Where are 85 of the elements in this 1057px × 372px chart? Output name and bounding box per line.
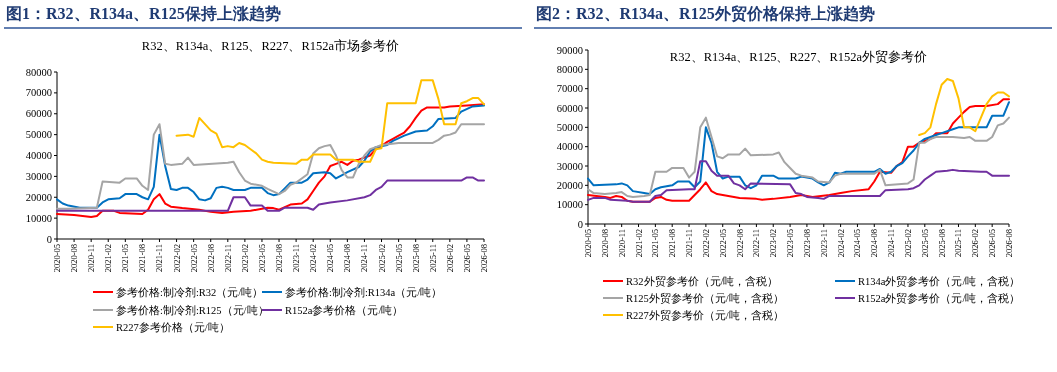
x-tick-label: 2024-11 bbox=[359, 244, 370, 273]
y-tick-label: 70000 bbox=[25, 87, 52, 99]
y-tick-label: 60000 bbox=[556, 102, 583, 114]
x-tick-label: 2023-08 bbox=[274, 244, 285, 273]
legend-label: R227外贸参考价（元/吨，含税） bbox=[626, 309, 784, 321]
x-tick-label: 2021-08 bbox=[667, 229, 678, 258]
x-tick-label: 2020-11 bbox=[616, 229, 627, 258]
x-tick-label: 2025-02 bbox=[902, 229, 913, 258]
x-tick-label: 2020-05 bbox=[52, 244, 62, 273]
y-tick-label: 50000 bbox=[556, 121, 583, 133]
x-tick-label: 2024-05 bbox=[852, 229, 863, 258]
x-tick-label: 2022-11 bbox=[751, 229, 762, 258]
x-tick-label: 2021-05 bbox=[650, 229, 661, 258]
y-tick-label: 40000 bbox=[25, 150, 52, 161]
x-tick-label: 2022-11 bbox=[222, 244, 233, 273]
y-tick-label: 50000 bbox=[25, 129, 52, 141]
chart-subtitle: R32、R134a、R125、R227、R152a外贸参考价 bbox=[669, 50, 928, 64]
x-tick-label: 2021-11 bbox=[154, 244, 165, 273]
legend-label: R152a参考价格（元/吨） bbox=[285, 304, 404, 316]
y-tick-label: 10000 bbox=[556, 199, 583, 211]
chart-title: 图1：R32、R134a、R125保持上涨趋势 bbox=[6, 5, 281, 22]
x-tick-label: 2023-05 bbox=[785, 229, 796, 258]
x-tick-label: 2023-02 bbox=[768, 229, 779, 258]
x-tick-label: 2026-02 bbox=[444, 244, 455, 273]
x-tick-label: 2020-08 bbox=[599, 229, 610, 258]
x-tick-label: 2024-08 bbox=[342, 244, 353, 273]
y-tick-label: 20000 bbox=[25, 191, 52, 203]
y-tick-label: 90000 bbox=[556, 44, 583, 56]
y-tick-label: 30000 bbox=[556, 160, 583, 172]
y-tick-label: 80000 bbox=[25, 66, 52, 78]
x-tick-label: 2021-05 bbox=[120, 244, 131, 273]
x-tick-label: 2024-02 bbox=[308, 244, 319, 273]
x-tick-label: 2024-08 bbox=[869, 229, 880, 258]
x-tick-label: 2022-02 bbox=[171, 244, 182, 273]
x-tick-label: 2020-05 bbox=[583, 229, 593, 258]
x-tick-label: 2024-02 bbox=[835, 229, 846, 258]
x-tick-label: 2026-08 bbox=[1004, 229, 1014, 258]
y-tick-label: 0 bbox=[46, 233, 52, 245]
x-tick-label: 2020-08 bbox=[69, 244, 80, 273]
y-tick-label: 40000 bbox=[556, 141, 583, 153]
x-tick-label: 2021-11 bbox=[684, 229, 695, 258]
y-tick-label: 80000 bbox=[556, 63, 583, 75]
x-tick-label: 2026-02 bbox=[970, 229, 981, 258]
x-tick-label: 2023-11 bbox=[291, 244, 302, 273]
x-tick-label: 2022-08 bbox=[734, 229, 745, 258]
legend-label: R32外贸参考价（元/吨，含税） bbox=[626, 275, 779, 287]
y-tick-label: 10000 bbox=[25, 212, 52, 224]
x-tick-label: 2025-05 bbox=[393, 244, 404, 273]
x-tick-label: 2020-11 bbox=[86, 244, 97, 273]
y-tick-label: 0 bbox=[577, 218, 583, 230]
x-tick-label: 2025-05 bbox=[919, 229, 930, 258]
y-tick-label: 30000 bbox=[25, 170, 52, 182]
x-tick-label: 2023-08 bbox=[801, 229, 812, 258]
legend-label: R125外贸参考价（元/吨，含税） bbox=[626, 292, 784, 304]
x-tick-label: 2025-08 bbox=[410, 244, 421, 273]
x-tick-label: 2023-05 bbox=[256, 244, 267, 273]
legend-label: R227参考价格（元/吨） bbox=[116, 321, 230, 333]
legend-label: 参考价格:制冷剂:R134a（元/吨） bbox=[285, 286, 443, 298]
x-tick-label: 2023-02 bbox=[239, 244, 250, 273]
x-tick-label: 2025-11 bbox=[427, 244, 438, 273]
x-tick-label: 2022-05 bbox=[188, 244, 199, 273]
legend-label: 参考价格:制冷剂:R32（元/吨） bbox=[116, 286, 264, 298]
x-tick-label: 2021-08 bbox=[137, 244, 148, 273]
x-tick-label: 2021-02 bbox=[633, 229, 644, 258]
x-tick-label: 2025-02 bbox=[376, 244, 387, 273]
legend-label: 参考价格:制冷剂:R125（元/吨） bbox=[116, 304, 269, 316]
x-tick-label: 2022-05 bbox=[717, 229, 728, 258]
x-tick-label: 2025-08 bbox=[936, 229, 947, 258]
y-tick-label: 60000 bbox=[25, 108, 52, 120]
y-tick-label: 20000 bbox=[556, 179, 583, 191]
x-tick-label: 2025-11 bbox=[953, 229, 964, 258]
x-tick-label: 2024-11 bbox=[886, 229, 897, 258]
x-tick-label: 2022-08 bbox=[205, 244, 216, 273]
x-tick-label: 2026-05 bbox=[987, 229, 998, 258]
chart-subtitle: R32、R134a、R125、R227、R152a市场参考价 bbox=[141, 39, 400, 53]
x-tick-label: 2023-11 bbox=[818, 229, 829, 258]
y-tick-label: 70000 bbox=[556, 83, 583, 95]
x-tick-label: 2022-02 bbox=[700, 229, 711, 258]
x-tick-label: 2026-05 bbox=[461, 244, 472, 273]
legend-label: R134a外贸参考价（元/吨，含税） bbox=[858, 275, 1021, 287]
x-tick-label: 2021-02 bbox=[103, 244, 114, 273]
x-tick-label: 2024-05 bbox=[325, 244, 336, 273]
chart-title: 图2：R32、R134a、R125外贸价格保持上涨趋势 bbox=[536, 5, 875, 23]
legend-label: R152a外贸参考价（元/吨，含税） bbox=[858, 292, 1021, 304]
x-tick-label: 2026-08 bbox=[479, 244, 489, 273]
